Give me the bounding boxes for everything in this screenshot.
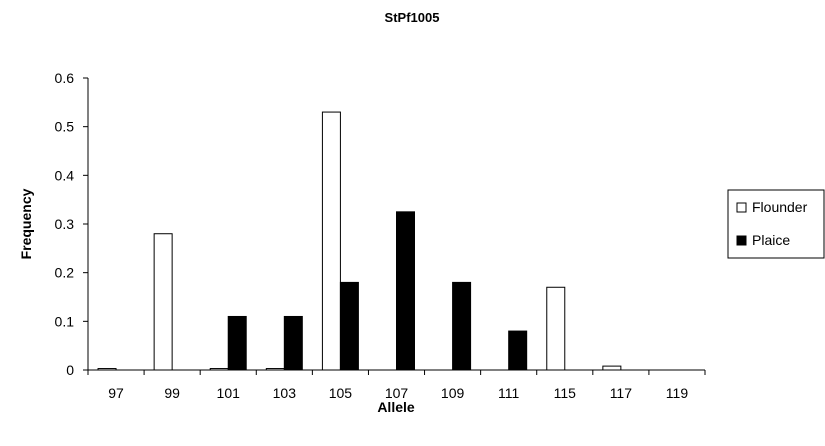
x-tick-label: 109	[441, 385, 465, 401]
x-tick-label: 117	[610, 385, 633, 401]
x-tick-label: 105	[329, 385, 353, 401]
legend-frame	[727, 189, 825, 259]
y-tick-label: 0.6	[55, 70, 75, 86]
y-axis-ticks: 0 0.1 0.2 0.3 0.4 0.5 0.6	[55, 70, 88, 378]
x-tick-label: 101	[217, 385, 241, 401]
x-tick-label: 115	[554, 385, 577, 401]
legend: Flounder Plaice	[727, 189, 825, 259]
y-axis-title: Frequency	[18, 188, 34, 259]
x-axis-title: Allele	[377, 399, 415, 415]
y-tick-label: 0.3	[55, 216, 75, 232]
y-tick-label: 0.4	[55, 167, 75, 183]
y-tick-label: 0.5	[55, 119, 75, 135]
legend-swatch-flounder	[736, 202, 747, 213]
bars	[97, 111, 622, 371]
bar-plaice-101	[227, 315, 247, 371]
x-tick-label: 97	[108, 385, 124, 401]
bar-plaice-111	[508, 330, 528, 371]
x-tick-label: 111	[498, 385, 519, 401]
x-axis-ticks: 97 99 101 103 105 107 109 111 115 117 119	[87, 370, 706, 401]
bar-plaice-103	[283, 315, 303, 371]
legend-swatch-plaice	[736, 235, 747, 246]
y-tick-label: 0.2	[55, 265, 75, 281]
x-tick-label: 99	[164, 385, 180, 401]
bar-flounder-105	[321, 111, 341, 371]
y-tick-label: 0	[66, 362, 74, 378]
x-tick-label: 103	[273, 385, 297, 401]
y-tick-label: 0.1	[55, 313, 75, 329]
bar-flounder-117	[602, 365, 622, 371]
legend-label-plaice: Plaice	[752, 232, 790, 248]
x-tick-label: 107	[385, 385, 409, 401]
bar-flounder-99	[153, 233, 173, 371]
x-tick-label: 119	[666, 385, 689, 401]
bar-plaice-105	[339, 281, 359, 371]
chart-title: StPf1005	[385, 10, 440, 25]
bar-plaice-109	[452, 281, 472, 371]
bar-flounder-115	[546, 286, 566, 371]
bar-plaice-107	[396, 211, 415, 371]
legend-label-flounder: Flounder	[752, 199, 808, 215]
